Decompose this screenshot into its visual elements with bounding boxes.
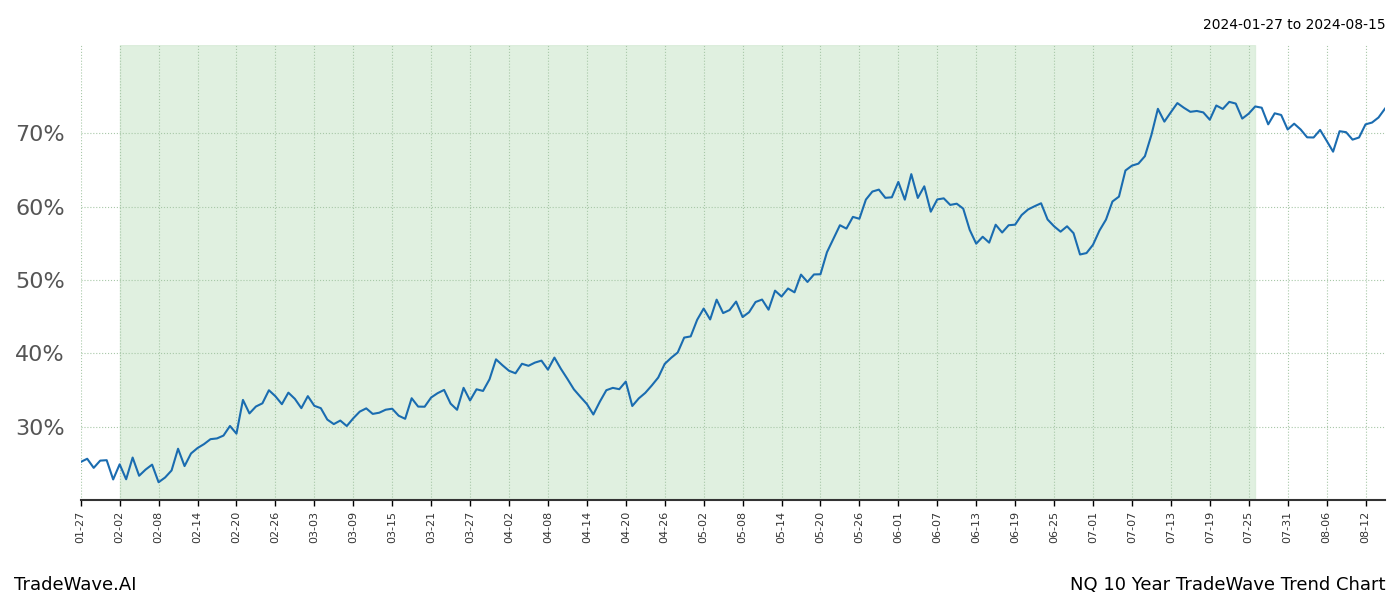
Bar — [119, 45, 1256, 500]
Text: NQ 10 Year TradeWave Trend Chart: NQ 10 Year TradeWave Trend Chart — [1071, 576, 1386, 594]
Text: 2024-01-27 to 2024-08-15: 2024-01-27 to 2024-08-15 — [1204, 18, 1386, 32]
Text: TradeWave.AI: TradeWave.AI — [14, 576, 137, 594]
